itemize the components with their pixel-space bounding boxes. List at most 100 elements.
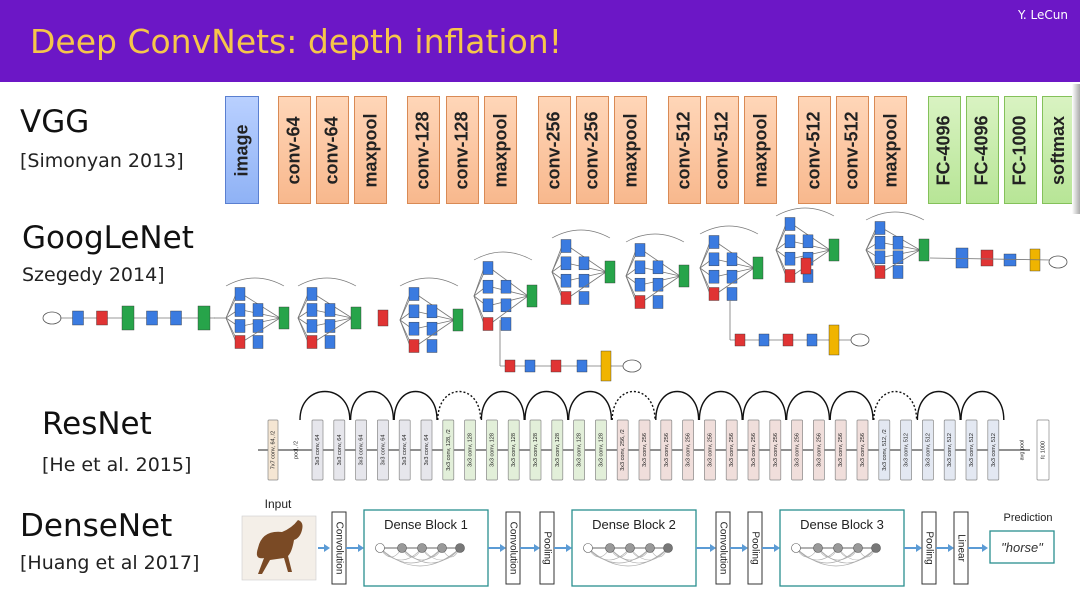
densenet-node: [853, 543, 863, 553]
googlenet-edge: [715, 267, 755, 295]
googlenet-inception-layer: [306, 335, 318, 349]
googlenet-edge: [641, 275, 681, 303]
vgg-layer-fc-4096: FC-4096: [928, 96, 961, 204]
googlenet-inception-layer: [578, 291, 590, 305]
googlenet-inception-layer: [324, 335, 336, 349]
densenet-arrow-head: [566, 544, 572, 552]
resnet-layer-label: 3x3 conv, 256: [860, 433, 866, 467]
resnet-avgpool-label: avg pool: [1019, 440, 1025, 461]
densenet-node: [375, 543, 385, 553]
googlenet-concat: [918, 238, 930, 262]
vgg-layer-fc-4096: FC-4096: [966, 96, 999, 204]
googlenet-inception-layer: [500, 279, 512, 294]
densenet-dense-connection: [587, 547, 669, 567]
vgg-edge-shadow: [1072, 84, 1080, 214]
vgg-citation: [Simonyan 2013]: [20, 150, 184, 172]
densenet-dense-connection: [609, 547, 669, 564]
googlenet-edge: [489, 295, 529, 325]
resnet-skip-arrow: [960, 391, 1005, 421]
googlenet-aux-layer: [550, 359, 562, 373]
resnet-layer: [377, 419, 389, 481]
googlenet-edge: [415, 319, 455, 347]
googlenet-stem-layer: [96, 310, 108, 326]
densenet-block-label: Dense Block 3: [800, 517, 884, 532]
googlenet-inception-layer: [252, 303, 264, 317]
googlenet-pool: [800, 257, 812, 275]
googlenet-pool: [980, 249, 994, 267]
resnet-citation: [He et al. 2015]: [42, 454, 192, 476]
resnet-layer-label: fc 1000: [1040, 441, 1046, 459]
densenet-layer-label: Pooling: [923, 531, 934, 564]
googlenet-concat: [526, 284, 538, 308]
googlenet-stem-layer: [170, 310, 182, 326]
densenet-node: [437, 543, 447, 553]
googlenet-fc: [1003, 253, 1017, 267]
googlenet-inception-layer: [892, 250, 904, 265]
resnet-skip-arrow: [480, 391, 525, 421]
resnet-layer-label: 3x3 conv, 256, /2: [620, 429, 626, 470]
densenet-prediction-box: [989, 530, 1055, 564]
densenet-layer-label: Linear: [955, 534, 966, 562]
googlenet-inception-layer: [408, 339, 420, 353]
googlenet-inception-layer: [234, 319, 246, 333]
resnet-layer: [507, 419, 520, 481]
resnet-layer: [834, 419, 847, 481]
googlenet-inception-layer: [306, 287, 318, 301]
googlenet-concat: [604, 260, 616, 284]
resnet-skip-arrow: [698, 391, 743, 421]
densenet-arrow-head: [742, 544, 748, 552]
googlenet-inception-layer: [252, 335, 264, 349]
resnet-layer: [551, 419, 564, 481]
googlenet-concat: [828, 238, 840, 262]
vgg-layer-conv-64: conv-64: [316, 96, 349, 204]
densenet-dense-connection: [379, 547, 461, 567]
densenet-block-label: Dense Block 1: [384, 517, 468, 532]
resnet-layer-label: 3x3 conv, 128, /2: [446, 429, 452, 470]
googlenet-edge: [473, 251, 533, 261]
densenet-layer-label: Convolution: [333, 522, 344, 575]
vgg-layer-conv-256: conv-256: [538, 96, 571, 204]
googlenet-inception-layer: [426, 339, 438, 353]
resnet-layer-label: 3x3 conv, 128: [555, 433, 561, 467]
googlenet-inception-layer: [252, 319, 264, 333]
densenet-layer-label: Convolution: [507, 522, 518, 575]
resnet-layer: [420, 419, 433, 481]
googlenet-inception-layer: [652, 260, 664, 275]
googlenet-edge: [865, 211, 925, 221]
googlenet-concat: [350, 306, 362, 330]
googlenet-inception-layer: [784, 217, 796, 231]
densenet-node: [455, 543, 465, 553]
resnet-layer: [398, 419, 411, 481]
horse-icon: [256, 520, 303, 574]
googlenet-inception-layer: [802, 234, 814, 249]
googlenet-aux-layer: [576, 359, 588, 373]
googlenet-aux-softmax: [828, 324, 840, 356]
resnet-layer-label: 3x3 conv, 512, /2: [882, 429, 888, 470]
densenet-layer-label: Pooling: [749, 531, 760, 564]
googlenet-aux-output: [622, 359, 642, 373]
densenet-node: [583, 543, 593, 553]
vgg-layer-conv-512: conv-512: [706, 96, 739, 204]
googlenet-aux-layer: [524, 359, 536, 373]
resnet-layer: [965, 419, 978, 481]
resnet-layer: [616, 419, 629, 481]
title-bar: Deep ConvNets: depth inflation! Y. LeCun: [0, 0, 1080, 82]
resnet-layer-label: 3x3 conv, 256: [642, 433, 648, 467]
googlenet-pool: [377, 309, 389, 327]
googlenet-inception-layer: [892, 235, 904, 250]
resnet-layer-label: 3x3 conv, 128: [511, 433, 517, 467]
googlenet-graph: [42, 207, 1068, 382]
resnet-layer-label: 3x3 conv, 64: [380, 435, 386, 466]
googlenet-inception-layer: [726, 287, 738, 301]
densenet-arrow-head: [710, 544, 716, 552]
densenet-layer-label: Convolution: [717, 522, 728, 575]
densenet-dense-connection: [795, 547, 877, 567]
vgg-layer-conv-64: conv-64: [278, 96, 311, 204]
resnet-layer: [943, 419, 956, 481]
googlenet-edge: [399, 277, 459, 287]
densenet-node: [397, 543, 407, 553]
googlenet-inception-layer: [306, 319, 318, 333]
densenet-dense-connection: [401, 547, 461, 564]
